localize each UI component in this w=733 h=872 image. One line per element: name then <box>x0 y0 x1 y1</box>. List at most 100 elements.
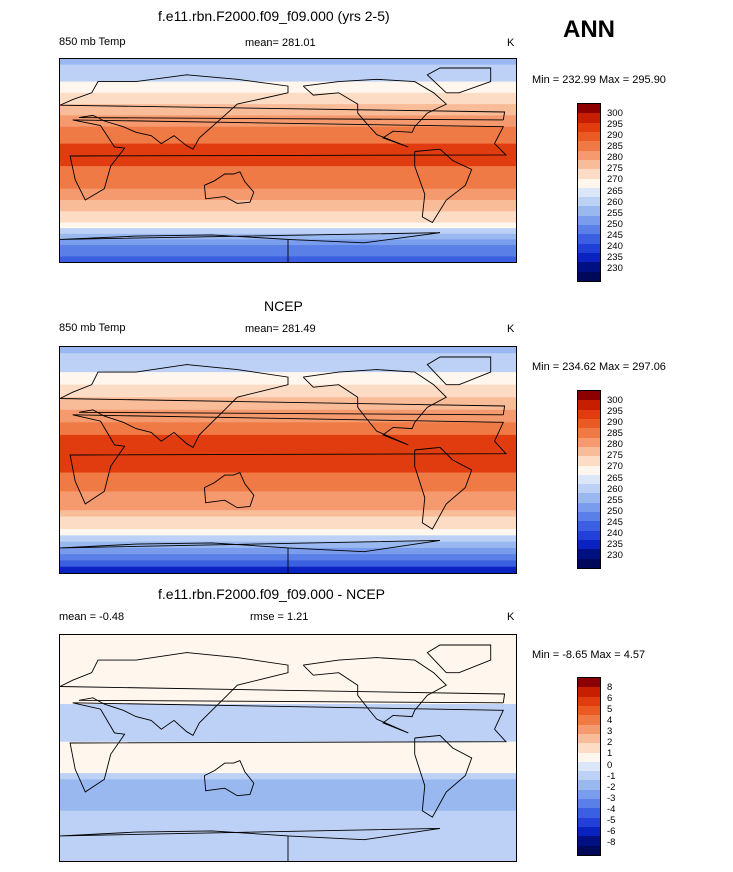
contour-band <box>60 422 516 430</box>
panel2-title: NCEP <box>264 298 303 314</box>
colorbar-swatch <box>578 418 600 429</box>
colorbar-swatch <box>578 752 600 762</box>
contour-band <box>60 64 516 71</box>
contour-band <box>60 434 516 442</box>
contour-band <box>60 541 516 549</box>
colorbar-tick-label: 4 <box>607 715 613 727</box>
colorbar-tick-label: 270 <box>607 174 623 186</box>
colorbar-swatch <box>578 197 600 207</box>
colorbar-tick-label: 275 <box>607 450 623 462</box>
colorbar-swatch <box>578 409 600 419</box>
colorbar-tick-label: -5 <box>607 814 616 826</box>
contour-band <box>60 503 516 511</box>
contour-band <box>60 183 516 190</box>
contour-band <box>60 441 516 449</box>
colorbar-tick-label: 6 <box>607 693 613 705</box>
colorbar-swatch <box>578 225 600 235</box>
colorbar-tick-label: -8 <box>607 836 616 848</box>
colorbar-swatch <box>578 141 600 151</box>
colorbar-swatch <box>578 733 600 744</box>
colorbar-swatch <box>578 724 600 734</box>
colorbar-swatch <box>578 678 600 688</box>
colorbar-swatch <box>578 465 600 475</box>
colorbar-swatch <box>578 493 600 503</box>
colorbar-tick-label: 240 <box>607 240 623 252</box>
contour-band <box>60 222 516 229</box>
colorbar-tick-label: 250 <box>607 218 623 230</box>
contour-band <box>60 160 516 167</box>
contour-band <box>60 397 516 405</box>
contour-band <box>60 641 516 649</box>
contour-band <box>60 529 516 536</box>
contour-band <box>60 390 516 398</box>
contour-band <box>60 466 516 474</box>
colorbar-tick-label: 235 <box>607 538 623 550</box>
colorbar-tick-label: 295 <box>607 406 623 418</box>
contour-band <box>60 491 516 499</box>
colorbar-swatch <box>578 799 600 809</box>
contour-band <box>60 149 516 156</box>
colorbar-swatch <box>578 150 600 160</box>
panel3-minmax: Min = -8.65 Max = 4.57 <box>532 649 646 661</box>
panel2-minmax: Min = 234.62 Max = 297.06 <box>532 361 666 373</box>
contour-band <box>60 216 516 224</box>
contour-band <box>60 205 516 212</box>
colorbar-tick-label: 280 <box>607 152 623 164</box>
contour-band <box>60 233 516 241</box>
contour-band <box>60 472 516 480</box>
coastline <box>426 67 492 94</box>
panel2-map <box>59 346 517 574</box>
panel3-title: f.e11.rbn.F2000.f09_f09.000 - NCEP <box>158 586 385 602</box>
contour-band <box>60 171 516 179</box>
colorbar-swatch <box>578 178 600 188</box>
contour-band <box>60 403 516 411</box>
contour-band <box>60 760 516 768</box>
panel1-map <box>59 58 517 263</box>
colorbar-swatch <box>578 262 600 272</box>
contour-band <box>60 729 516 737</box>
contour-band <box>60 177 516 184</box>
colorbar-tick-label: 255 <box>607 207 623 219</box>
colorbar-tick-label: 280 <box>607 439 623 451</box>
panel2-colorbar <box>577 390 601 569</box>
colorbar-swatch <box>578 243 600 253</box>
contour-band <box>60 121 516 128</box>
contour-band <box>60 478 516 486</box>
panel2-left-label: 850 mb Temp <box>59 322 126 334</box>
coastline <box>60 652 506 737</box>
contour-band <box>60 453 516 461</box>
contour-band <box>60 735 516 743</box>
colorbar-tick-label: 5 <box>607 704 613 716</box>
colorbar-swatch <box>578 549 600 559</box>
colorbar-tick-label: 275 <box>607 163 623 175</box>
colorbar-tick-label: 230 <box>607 549 623 561</box>
contour-band <box>60 75 516 83</box>
colorbar-swatch <box>578 474 600 485</box>
coastline <box>69 702 507 793</box>
contour-band <box>60 766 516 774</box>
panel2-mean: mean= 281.49 <box>245 323 316 335</box>
colorbar-tick-label: 260 <box>607 483 623 495</box>
panel3-map <box>59 634 517 862</box>
contour-band <box>60 347 516 354</box>
colorbar-tick-label: 1 <box>607 748 613 760</box>
contour-band <box>60 535 516 543</box>
contour-band <box>60 741 516 749</box>
coastline <box>414 734 473 818</box>
coastline <box>60 232 441 262</box>
colorbar-tick-label: -4 <box>607 803 616 815</box>
colorbar-swatch <box>578 131 600 142</box>
colorbar-tick-label: 295 <box>607 119 623 131</box>
colorbar-tick-label: 285 <box>607 428 623 440</box>
coastline <box>426 644 492 674</box>
colorbar-swatch <box>578 428 600 438</box>
colorbar-swatch <box>578 540 600 550</box>
contour-band <box>60 672 516 680</box>
panel3-colorbar <box>577 677 601 856</box>
contour-band <box>60 804 516 812</box>
colorbar-swatch <box>578 446 600 457</box>
colorbar-swatch <box>578 187 600 198</box>
contour-band <box>60 716 516 724</box>
contour-band <box>60 188 516 195</box>
panel1-left-label: 850 mb Temp <box>59 36 126 48</box>
